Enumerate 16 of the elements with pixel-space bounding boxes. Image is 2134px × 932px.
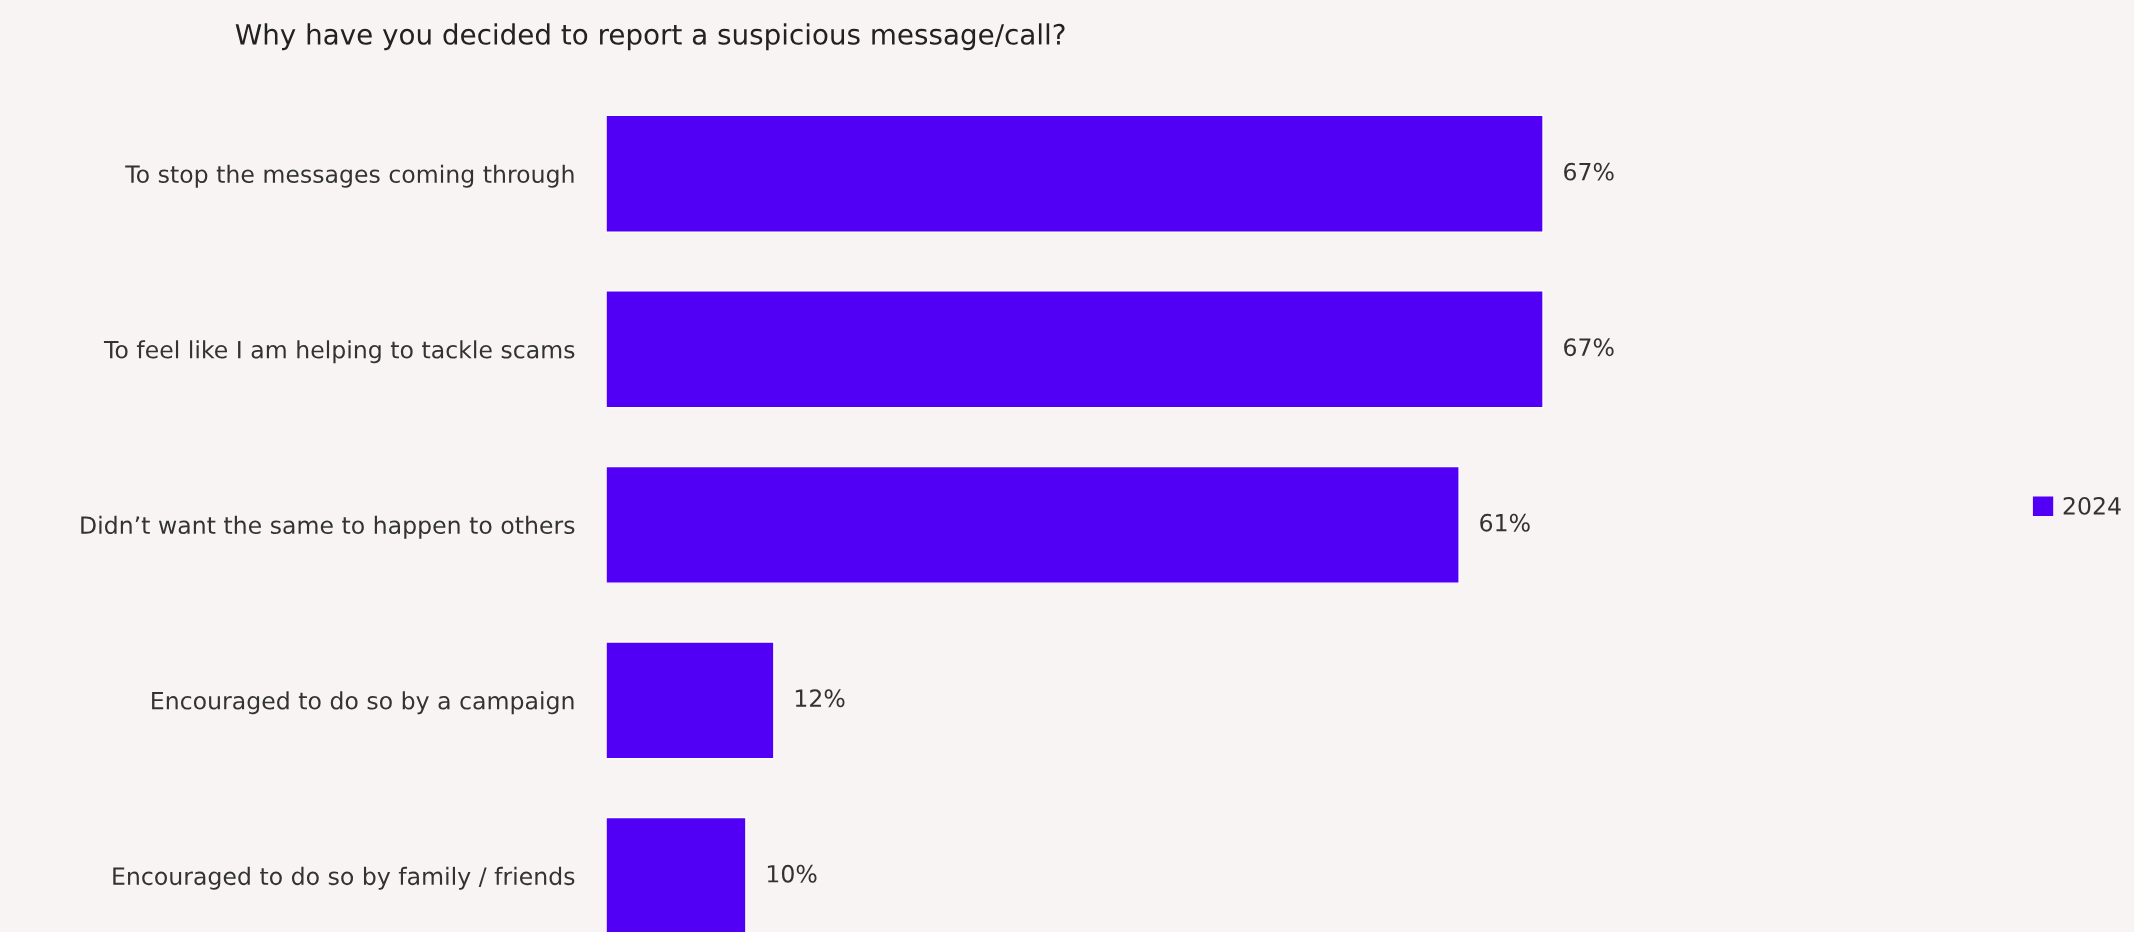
data-label: 67% [1564,338,1614,357]
bar [606,114,1544,233]
data-label: 67% [1564,162,1614,181]
chart-title: Why have you decided to report a suspicious message/call? [235,23,1065,51]
data-label: 61% [1480,513,1530,532]
y-tick-label: Didn’t want the same to happen to others [81,515,575,539]
data-label: 12% [795,689,845,708]
data-label: 10% [767,864,817,883]
bar [606,290,1544,409]
bar [606,641,775,760]
y-tick-label: To feel like I am helping to tackle scams [103,340,575,364]
y-tick-label: To stop the messages coming through [125,164,574,188]
bar [606,465,1460,584]
legend-label: 2024 [2063,496,2121,515]
y-tick-label: Encouraged to do so by family / friends [113,866,575,890]
y-tick-label: Encouraged to do so by a campaign [152,691,574,715]
